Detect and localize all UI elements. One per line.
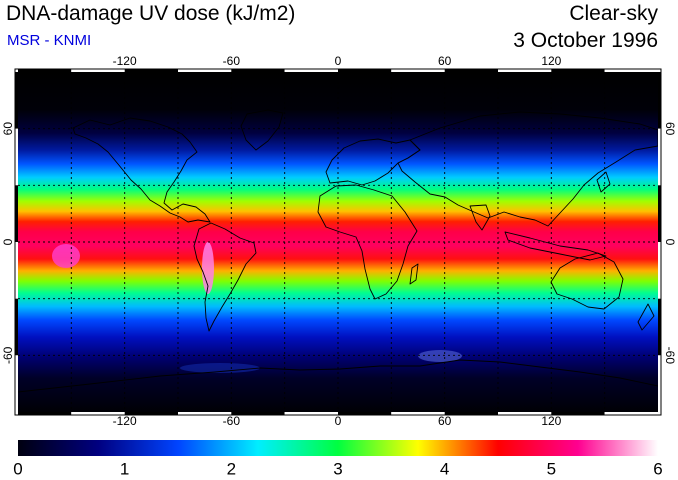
colorbar-tick-label: 5 [547, 459, 556, 478]
lat-tick-label-right: -60 [663, 347, 677, 365]
greenland-coast [240, 109, 284, 151]
coastlines [18, 109, 658, 393]
antarctic-band [180, 363, 260, 373]
colorbar-tick-label: 6 [653, 459, 662, 478]
source-label: MSR - KNMI [7, 32, 92, 49]
colorbar-tick-label: 3 [333, 459, 342, 478]
north-america-coast [72, 117, 211, 223]
south-america-coast [193, 222, 257, 332]
lon-tick-label-bottom: -120 [113, 414, 137, 428]
uv-features [52, 242, 462, 373]
colorbar-tick-label: 1 [120, 459, 129, 478]
lon-tick-label-bottom: 60 [438, 414, 452, 428]
lat-tick-label-right: 60 [663, 122, 677, 136]
colorbar-tick-label: 0 [13, 459, 22, 478]
lat-tick-label-right: 0 [663, 239, 677, 246]
australia-coast [550, 252, 624, 310]
map-gridlines [18, 72, 658, 412]
lat-ticks-left: 60 0 -60 [1, 122, 15, 364]
lon-tick-label-top: -120 [113, 54, 137, 68]
lon-ticks-bottom: -120 -60 0 60 120 [113, 414, 562, 428]
lat-ticks-right: 60 0 -60 [663, 122, 677, 364]
lat-tick-label-left: 0 [1, 238, 15, 245]
asia-coast [397, 111, 658, 227]
colorbar-tick-label: 2 [227, 459, 236, 478]
sky-condition-label: Clear-sky [569, 2, 658, 25]
lon-tick-label-top: -60 [223, 54, 241, 68]
colorbar-tick-label: 4 [440, 459, 449, 478]
lat-tick-label-left: -60 [1, 346, 15, 364]
madagascar-coast [409, 263, 419, 285]
india-coast [469, 204, 491, 231]
lon-tick-label-top: 60 [438, 54, 452, 68]
map-border [14, 68, 662, 416]
map-title: DNA-damage UV dose (kJ/m2) [6, 2, 296, 25]
antarctica-coast [18, 359, 658, 393]
lat-tick-label-left: 60 [1, 122, 15, 136]
colorbar-ticks: 0 1 2 3 4 5 6 [13, 459, 662, 478]
new-zealand-coast [637, 303, 655, 331]
pacific-uv-peak [52, 244, 80, 268]
colorbar [18, 440, 658, 456]
lon-ticks-top: -120 -60 0 60 120 [113, 54, 562, 68]
lon-tick-label-top: 0 [335, 54, 342, 68]
lon-tick-label-bottom: 120 [541, 414, 561, 428]
lon-tick-label-bottom: -60 [223, 414, 241, 428]
andes-uv-peak [202, 242, 214, 294]
lon-tick-label-top: 120 [541, 54, 561, 68]
lon-tick-label-bottom: 0 [335, 414, 342, 428]
japan-coast [596, 171, 611, 193]
date-label: 3 October 1996 [513, 29, 658, 52]
antarctic-bright-region [418, 350, 462, 362]
